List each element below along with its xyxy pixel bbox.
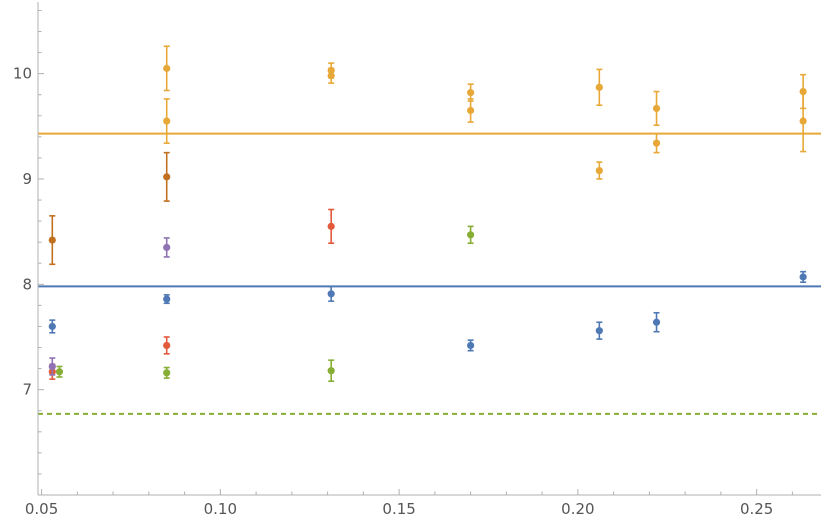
data-point [327, 290, 335, 298]
axes: 7 8 9 10 0.05 0.10 0.15 0.20 0.25 [13, 2, 821, 518]
data-point [467, 106, 475, 115]
data-point [799, 117, 807, 125]
y-tick-label: 7 [22, 381, 32, 399]
data-point [163, 117, 171, 125]
data-point [799, 273, 807, 281]
data-points [48, 45, 807, 383]
data-point [467, 88, 475, 97]
x-tick-label: 0.15 [382, 500, 415, 518]
x-tick-label: 0.10 [204, 500, 237, 518]
data-point [48, 362, 56, 371]
x-tick-label: 0.20 [561, 500, 594, 518]
data-point [652, 139, 661, 147]
y-tick-label: 8 [22, 275, 32, 293]
data-point [467, 341, 475, 350]
data-point [163, 295, 171, 303]
data-point [595, 166, 603, 175]
data-point [163, 64, 171, 72]
x-tick-label: 0.05 [25, 500, 58, 518]
data-point [48, 322, 56, 331]
data-point [595, 327, 603, 335]
data-point [652, 318, 661, 326]
data-point [55, 368, 64, 376]
data-point [163, 243, 171, 252]
data-point [595, 83, 603, 91]
data-point [652, 104, 661, 112]
data-point [327, 72, 335, 80]
data-point [467, 231, 475, 239]
data-point [327, 222, 335, 230]
reference-lines [38, 132, 821, 415]
data-point [163, 369, 171, 377]
x-tick-label: 0.25 [740, 500, 773, 518]
y-tick-label: 9 [22, 170, 32, 188]
y-tick-label: 10 [13, 65, 32, 83]
data-point [327, 367, 335, 375]
data-point [163, 341, 171, 350]
data-point [48, 236, 56, 244]
data-point [163, 173, 171, 181]
